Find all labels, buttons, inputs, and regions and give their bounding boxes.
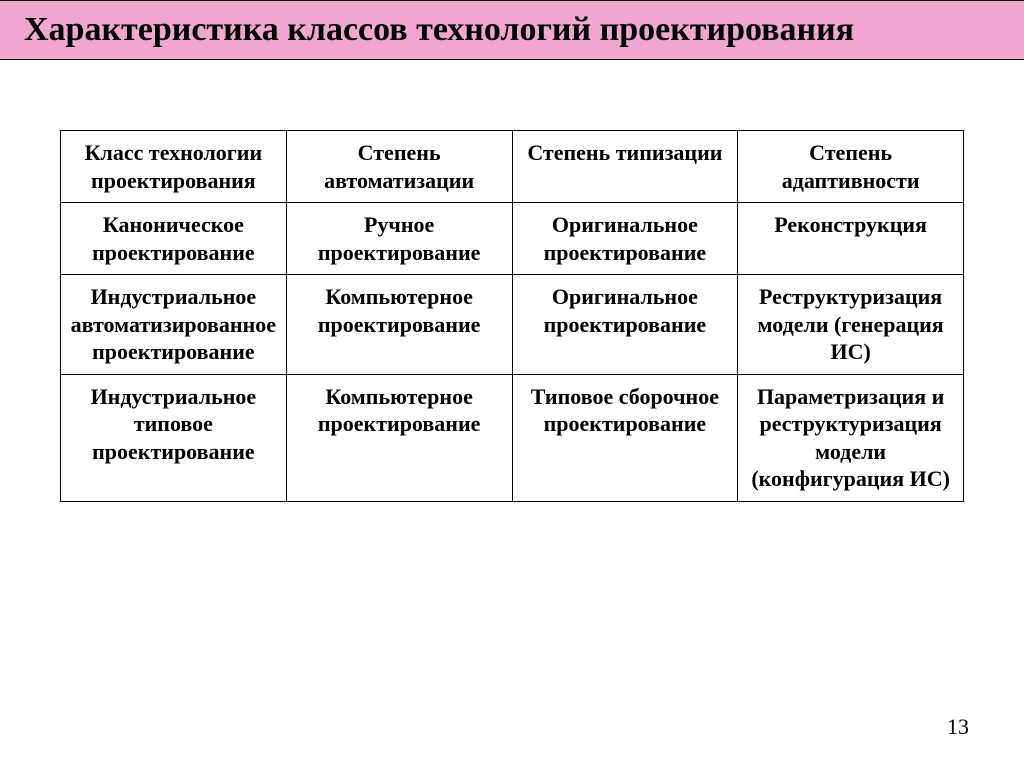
header-cell: Степень адаптивности — [738, 131, 964, 203]
characteristics-table: Класс технологии проектирования Степень … — [60, 130, 964, 502]
table-row: Каноническое проектирование Ручное проек… — [61, 203, 964, 275]
table-cell: Реконструкция — [738, 203, 964, 275]
table-cell: Ручное проектирование — [286, 203, 512, 275]
title-bar: Характеристика классов технологий проект… — [0, 0, 1024, 60]
content-area: Класс технологии проектирования Степень … — [0, 60, 1024, 522]
table-row: Индустриальное автоматизированное проект… — [61, 275, 964, 375]
table-cell: Каноническое проектирование — [61, 203, 287, 275]
table-cell: Параметризация и реструктуризация модели… — [738, 374, 964, 501]
table-cell: Индустриальное типовое проектирование — [61, 374, 287, 501]
table-cell: Оригинальное проектирование — [512, 275, 738, 375]
table-cell: Компьютерное проектирование — [286, 374, 512, 501]
page-title: Характеристика классов технологий проект… — [24, 11, 1000, 49]
table-cell: Индустриальное автоматизированное проект… — [61, 275, 287, 375]
header-cell: Класс технологии проектирования — [61, 131, 287, 203]
table-cell: Оригинальное проектирование — [512, 203, 738, 275]
page-number: 13 — [947, 714, 969, 740]
table-header-row: Класс технологии проектирования Степень … — [61, 131, 964, 203]
header-cell: Степень типизации — [512, 131, 738, 203]
table-cell: Типовое сборочное проектирование — [512, 374, 738, 501]
table-cell: Реструктуризация модели (генерация ИС) — [738, 275, 964, 375]
header-cell: Степень автоматизации — [286, 131, 512, 203]
table-cell: Компьютерное проектирование — [286, 275, 512, 375]
table-row: Индустриальное типовое проектирование Ко… — [61, 374, 964, 501]
